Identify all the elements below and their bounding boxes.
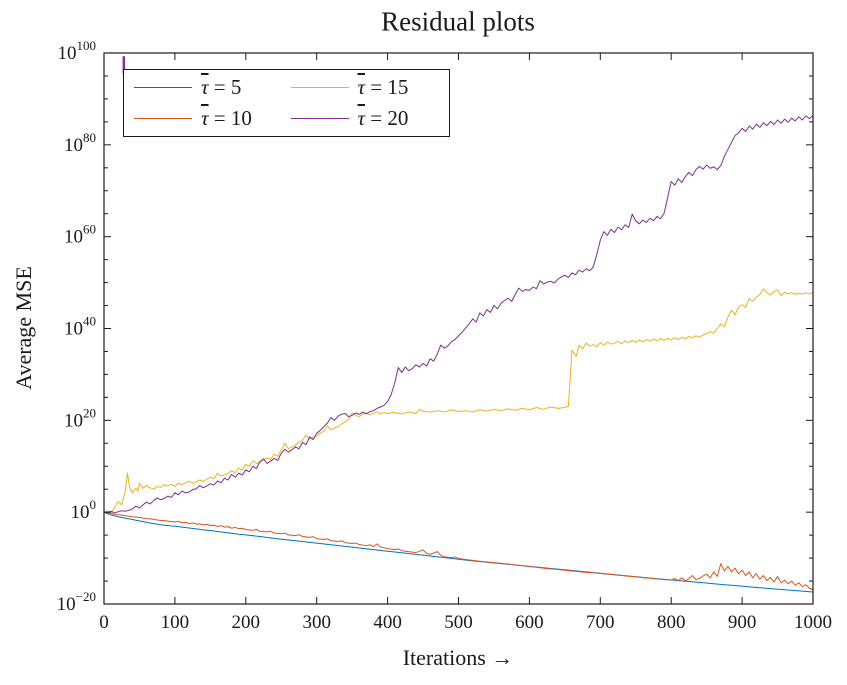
legend-item-tau-15: τ = 15 bbox=[287, 74, 444, 102]
axes-layer: 0 100 200 300 400 500 600 700 800 900 1000 10100 108… bbox=[57, 38, 832, 633]
legend-line-sample-tau-10 bbox=[134, 118, 192, 119]
legend-item-tau-10: τ = 10 bbox=[130, 105, 287, 133]
y-tick-label: 10100 bbox=[58, 38, 97, 64]
x-tick-label: 400 bbox=[373, 612, 402, 633]
chart-title: Residual plots bbox=[381, 6, 535, 37]
legend-label-tau-5: τ = 5 bbox=[201, 75, 242, 99]
series-line-tau-10 bbox=[103, 511, 814, 591]
legend-label-tau-15: τ = 15 bbox=[357, 75, 409, 99]
series-line-tau-20 bbox=[103, 115, 814, 514]
x-tick-label: 700 bbox=[586, 612, 615, 633]
legend-box: τ = 5 τ = 15 τ = 10 τ = 20 bbox=[123, 69, 450, 137]
x-tick-label: 200 bbox=[232, 612, 261, 633]
legend-line-sample-tau-5 bbox=[134, 87, 192, 88]
series-line-tau-5 bbox=[103, 511, 814, 593]
x-tick-label: 600 bbox=[515, 612, 544, 633]
legend-item-tau-5: τ = 5 bbox=[130, 74, 287, 102]
series-layer bbox=[103, 115, 814, 593]
y-tick-label: 1060 bbox=[64, 222, 96, 248]
legend-item-tau-20: τ = 20 bbox=[287, 105, 444, 133]
y-tick-label: 100 bbox=[71, 497, 97, 523]
series-line-tau-15 bbox=[103, 288, 814, 514]
y-tick-label: 10−20 bbox=[57, 589, 96, 615]
y-axis-label: Average MSE bbox=[11, 266, 36, 390]
legend-label-tau-10: τ = 10 bbox=[201, 106, 252, 130]
y-tick-label: 1080 bbox=[64, 130, 96, 156]
x-tick-label: 500 bbox=[444, 612, 473, 633]
legend-label-tau-20: τ = 20 bbox=[357, 106, 409, 130]
legend-line-sample-tau-20 bbox=[290, 118, 349, 119]
x-tick-label: 1000 bbox=[794, 612, 832, 633]
x-tick-label: 900 bbox=[728, 612, 757, 633]
y-tick-label: 1040 bbox=[64, 314, 96, 340]
x-tick-label: 0 bbox=[99, 612, 109, 633]
x-tick-label: 300 bbox=[302, 612, 331, 633]
x-axis-label: Iterations → bbox=[402, 645, 514, 670]
x-tick-label: 800 bbox=[657, 612, 686, 633]
y-tick-label: 1020 bbox=[64, 405, 96, 431]
legend-line-sample-tau-15 bbox=[290, 87, 349, 88]
x-tick-label: 100 bbox=[161, 612, 190, 633]
